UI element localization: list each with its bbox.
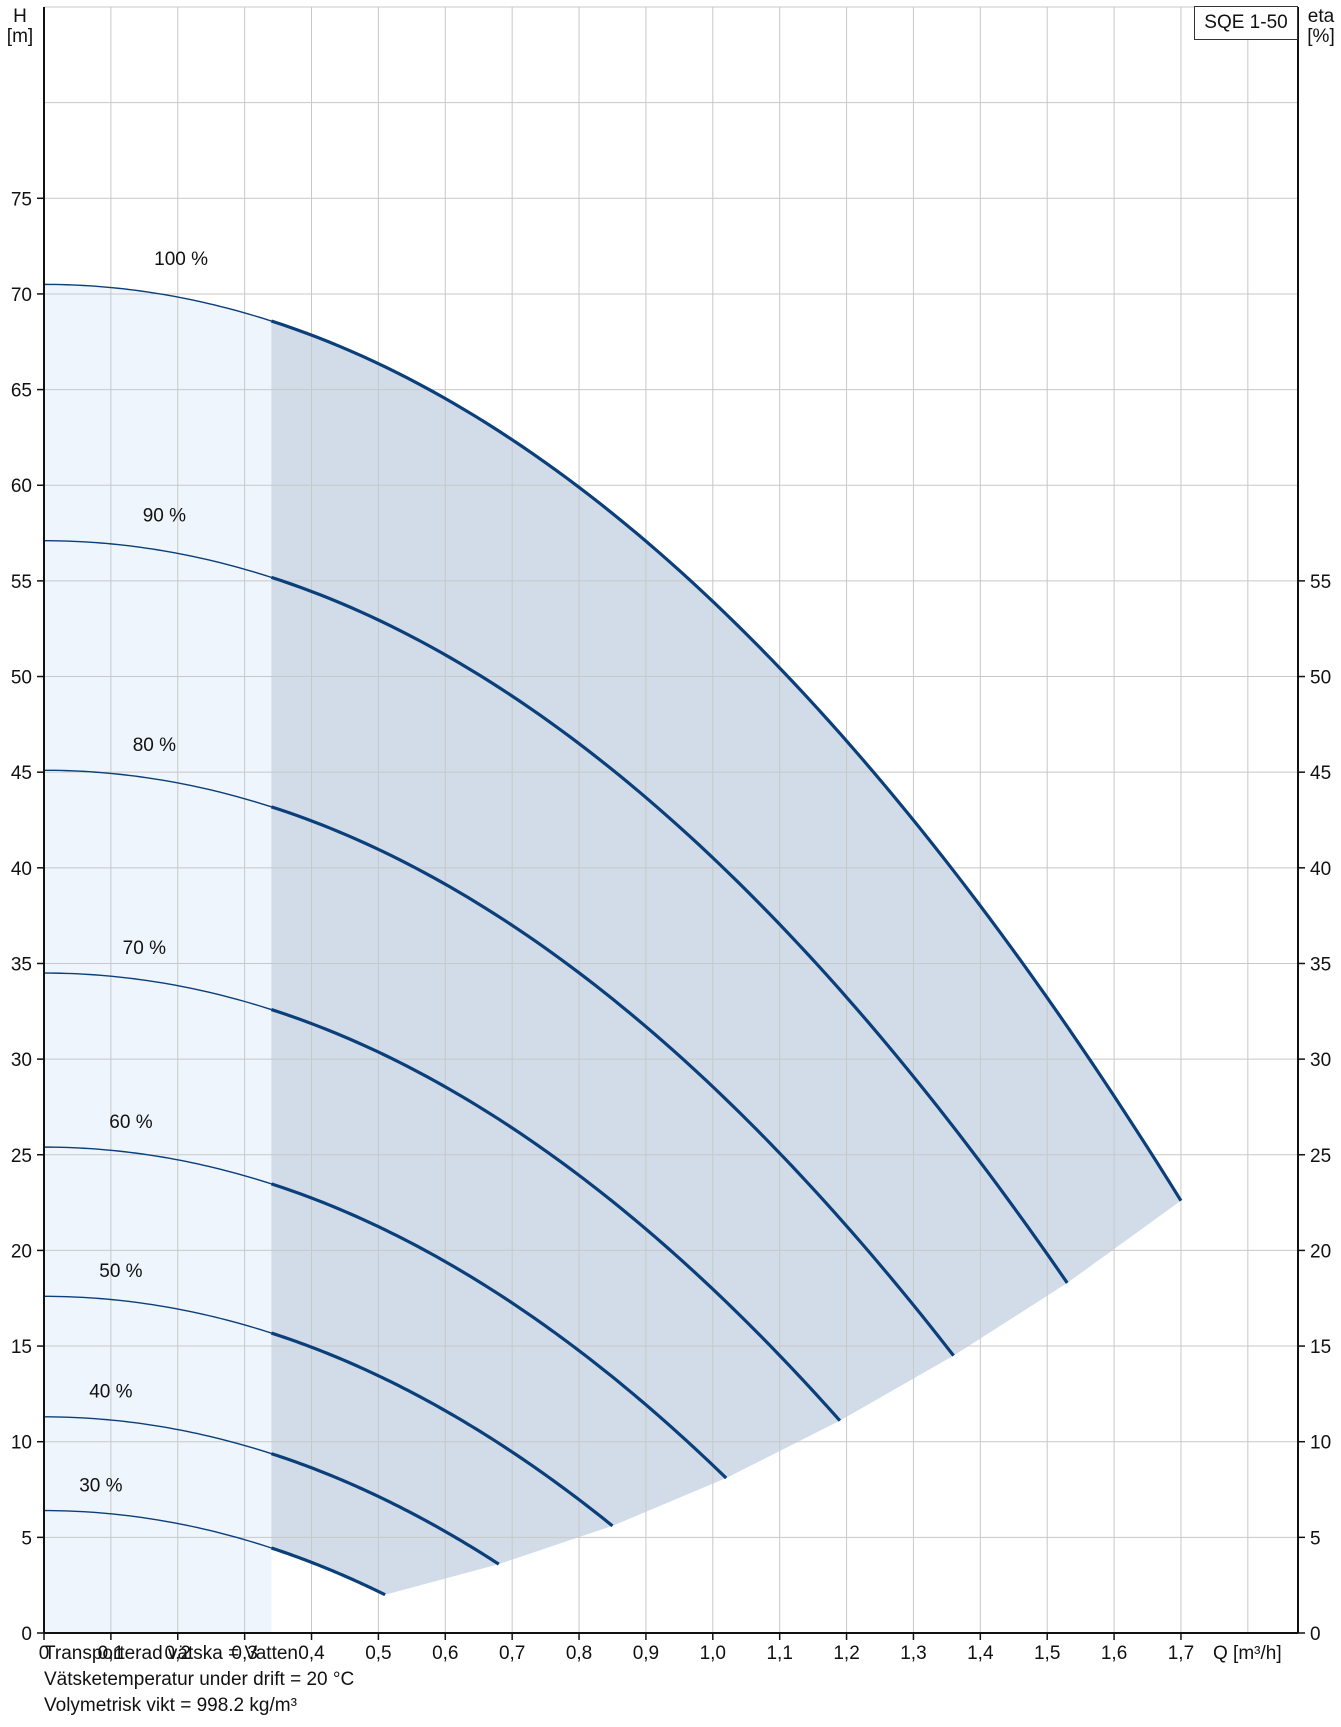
- y-tick-label-left: 20: [11, 1241, 32, 1262]
- y-tick-label-right: 15: [1310, 1337, 1331, 1358]
- y-tick-label-right: 50: [1310, 668, 1331, 689]
- x-tick-label: 1,7: [1168, 1643, 1194, 1664]
- x-tick-label: 1,3: [900, 1643, 926, 1664]
- y-tick-label-left: 0: [21, 1624, 32, 1645]
- y-tick-label-right: 45: [1310, 763, 1331, 784]
- series-label: 30 %: [79, 1475, 122, 1496]
- series-label: 60 %: [109, 1112, 152, 1133]
- y-tick-label-left: 70: [11, 285, 32, 306]
- x-tick-label: 1,5: [1034, 1643, 1060, 1664]
- series-curve: [270, 805, 955, 1357]
- y-tick-label-left: 40: [11, 859, 32, 880]
- fluid-notes: Transporterad vätska = Vatten Vätsketemp…: [44, 1641, 354, 1719]
- series-label: 40 %: [89, 1382, 132, 1403]
- y-tick-label-right: 20: [1310, 1241, 1331, 1262]
- y-tick-label-right: 30: [1310, 1050, 1331, 1071]
- series-curve: [270, 1331, 614, 1528]
- y-tick-label-right: 5: [1310, 1528, 1321, 1549]
- y-tick-label-left: 60: [11, 476, 32, 497]
- model-legend: SQE 1-50: [1194, 6, 1298, 40]
- grid: [43, 6, 1298, 1634]
- series-curve: [270, 319, 1183, 1202]
- y-axis-label-left-unit: [m]: [7, 26, 33, 47]
- series-curve: [270, 1182, 728, 1480]
- series-curve-lowflow: [43, 972, 272, 1011]
- series-label: 50 %: [99, 1261, 142, 1282]
- y-axis-label-right-name: eta: [1308, 6, 1335, 27]
- series-curve: [270, 1008, 842, 1422]
- y-tick-label-left: 45: [11, 763, 32, 784]
- x-axis-label: Q [m³/h]: [1213, 1643, 1282, 1664]
- series-label: 70 %: [123, 938, 166, 959]
- series-curve: [270, 1546, 386, 1597]
- y-tick-label-left: 75: [11, 189, 32, 210]
- y-tick-label-right: 0: [1310, 1624, 1321, 1645]
- x-tick-label: 0,7: [499, 1643, 525, 1664]
- y-tick-label-left: 5: [21, 1528, 32, 1549]
- labels: 100 % 90 % 80 % 70 % 60 % 50 % 40 % 30 % 0 0,1 0,2…: [7, 6, 1335, 1664]
- y-tick-label-right: 10: [1310, 1433, 1331, 1454]
- y-axis-label-left-name: H: [13, 6, 27, 27]
- x-tick-label: 0,5: [365, 1643, 391, 1664]
- series-label: 90 %: [143, 506, 186, 527]
- x-tick-label: 1,2: [833, 1643, 859, 1664]
- axes: [37, 7, 1305, 1640]
- y-tick-label-right: 55: [1310, 572, 1331, 593]
- x-tick-label: 1,4: [967, 1643, 994, 1664]
- x-tick-label: 0,6: [432, 1643, 458, 1664]
- y-tick-label-right: 40: [1310, 859, 1331, 880]
- y-tick-label-left: 65: [11, 381, 32, 402]
- series-label: 80 %: [133, 735, 176, 756]
- series-curve-lowflow: [43, 1295, 272, 1334]
- series-curve: [270, 1452, 500, 1566]
- x-tick-label: 0,8: [566, 1643, 592, 1664]
- series-curve-lowflow: [43, 283, 272, 322]
- curves: [43, 283, 1183, 1597]
- x-tick-label: 0,9: [633, 1643, 659, 1664]
- x-tick-label: 1,0: [700, 1643, 726, 1664]
- x-tick-label: 0,3: [231, 1643, 257, 1664]
- series-curve-lowflow: [43, 769, 272, 808]
- x-tick-label: 1,1: [766, 1643, 792, 1664]
- y-tick-label-left: 55: [11, 572, 32, 593]
- y-tick-label-left: 30: [11, 1050, 32, 1071]
- allowed-operating-region: [271, 321, 1181, 1595]
- y-tick-label-right: 25: [1310, 1146, 1331, 1167]
- series-curve-lowflow: [43, 1146, 272, 1185]
- x-tick-label: 0,4: [298, 1643, 325, 1664]
- fill-areas: [44, 284, 1181, 1633]
- series-curve-lowflow: [43, 540, 272, 579]
- series-label: 100 %: [154, 249, 208, 270]
- low-flow-region: [44, 284, 272, 1633]
- y-tick-label-left: 25: [11, 1146, 32, 1167]
- note-density: Volymetrisk vikt = 998.2 kg/m³: [44, 1695, 297, 1716]
- series-curve-lowflow: [43, 1416, 272, 1455]
- note-temperature: Vätsketemperatur under drift = 20 °C: [44, 1669, 355, 1690]
- y-tick-label-right: 35: [1310, 954, 1331, 975]
- y-tick-label-left: 50: [11, 668, 32, 689]
- x-tick-label: 0,1: [98, 1643, 124, 1664]
- x-tick-label: 0: [39, 1643, 50, 1664]
- series-curve-lowflow: [43, 1509, 272, 1549]
- y-axis-label-right-unit: [%]: [1307, 26, 1334, 47]
- y-tick-label-left: 10: [11, 1433, 32, 1454]
- x-tick-label: 1,6: [1101, 1643, 1127, 1664]
- x-tick-label: 0,2: [165, 1643, 191, 1664]
- y-tick-label-left: 15: [11, 1337, 32, 1358]
- note-fluid: Transporterad vätska = Vatten: [44, 1643, 298, 1664]
- y-tick-label-left: 35: [11, 954, 32, 975]
- series-curve: [270, 575, 1069, 1284]
